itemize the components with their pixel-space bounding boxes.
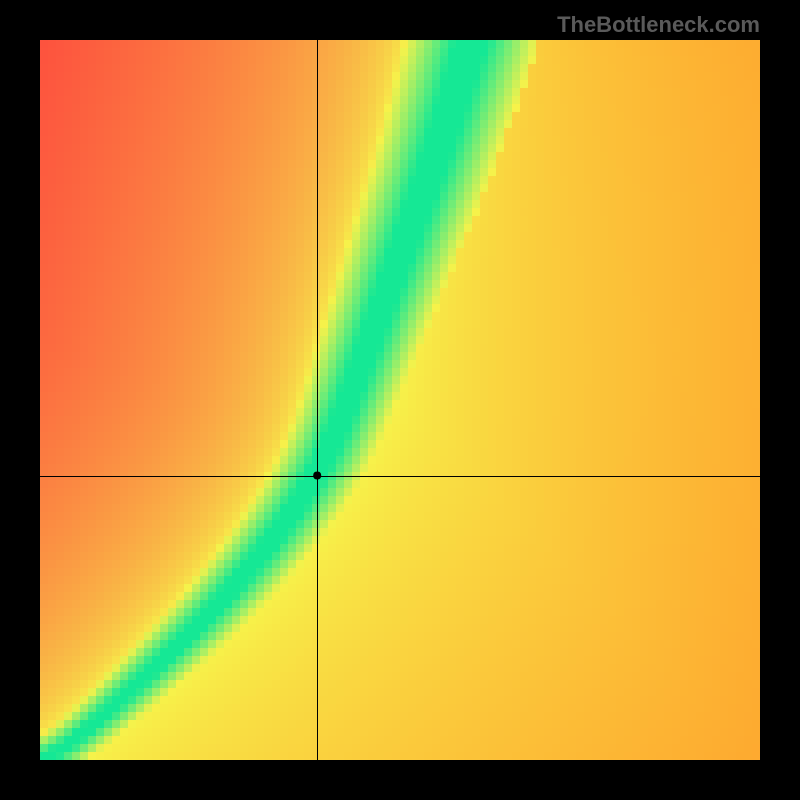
watermark-text: TheBottleneck.com [557, 12, 760, 38]
chart-container: TheBottleneck.com [0, 0, 800, 800]
bottleneck-heatmap [40, 40, 760, 760]
